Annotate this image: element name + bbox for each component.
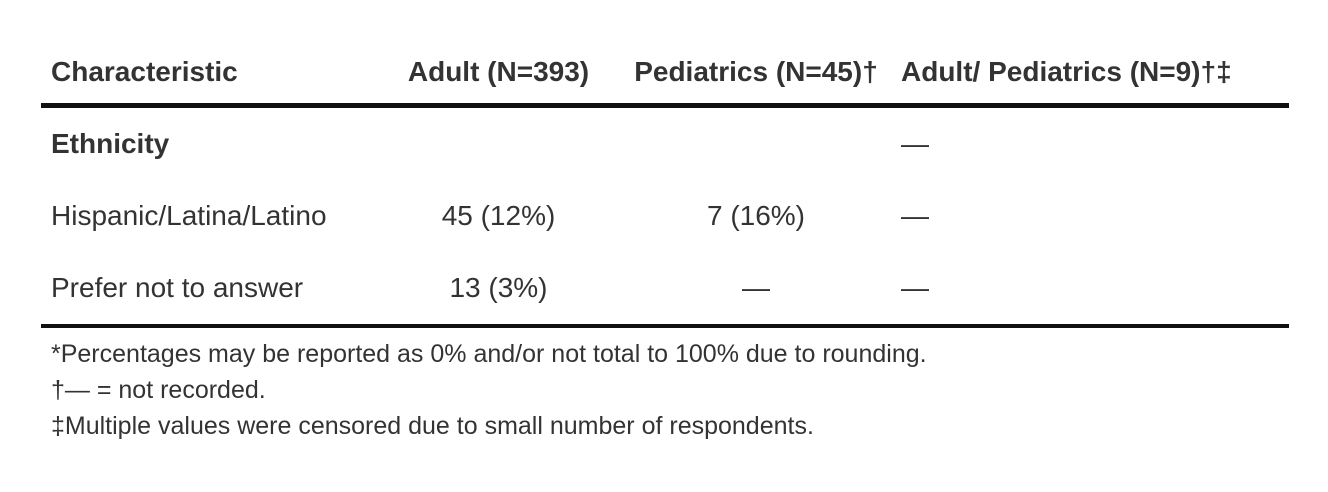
row-label: Prefer not to answer [41, 252, 386, 328]
header-adult: Adult (N=393) [386, 40, 611, 108]
cell-pediatrics: — [611, 252, 901, 328]
table-header: Characteristic Adult (N=393) Pediatrics … [41, 40, 1289, 108]
table-row: Prefer not to answer 13 (3%) — — [41, 252, 1289, 328]
cell-adult: 13 (3%) [386, 252, 611, 328]
ethnicity-table-container: Characteristic Adult (N=393) Pediatrics … [41, 40, 1289, 328]
table-footnotes: *Percentages may be reported as 0% and/o… [51, 336, 927, 444]
table-body: Ethnicity — Hispanic/Latina/Latino 45 (1… [41, 106, 1289, 328]
cell-adult-pediatrics: — [901, 252, 1289, 328]
cell-adult: 45 (12%) [441, 200, 556, 231]
header-adult-pediatrics: Adult/ Pediatrics (N=9)†‡ [901, 40, 1289, 108]
footnote-censored: ‡Multiple values were censored due to sm… [51, 412, 814, 440]
cell-adult-pediatrics: — [901, 128, 929, 159]
header-row: Characteristic Adult (N=393) Pediatrics … [41, 40, 1289, 108]
table-row: Ethnicity — [41, 106, 1289, 181]
cell-adult-pediatrics: — [901, 200, 929, 231]
ethnicity-table: Characteristic Adult (N=393) Pediatrics … [41, 40, 1289, 328]
row-label: Ethnicity [51, 128, 170, 159]
cell-pediatrics [611, 106, 901, 181]
row-label: Hispanic/Latina/Latino [51, 200, 327, 231]
header-characteristic: Characteristic [41, 40, 386, 108]
footnote-not-recorded: †— = not recorded. [51, 376, 266, 404]
footnote-percentages: *Percentages may be reported as 0% and/o… [51, 340, 927, 368]
cell-pediatrics: 7 (16%) [706, 200, 806, 231]
header-pediatrics: Pediatrics (N=45)† [611, 40, 901, 108]
table-row: Hispanic/Latina/Latino 45 (12%) 7 (16%) … [41, 180, 1289, 252]
cell-adult [386, 106, 611, 181]
